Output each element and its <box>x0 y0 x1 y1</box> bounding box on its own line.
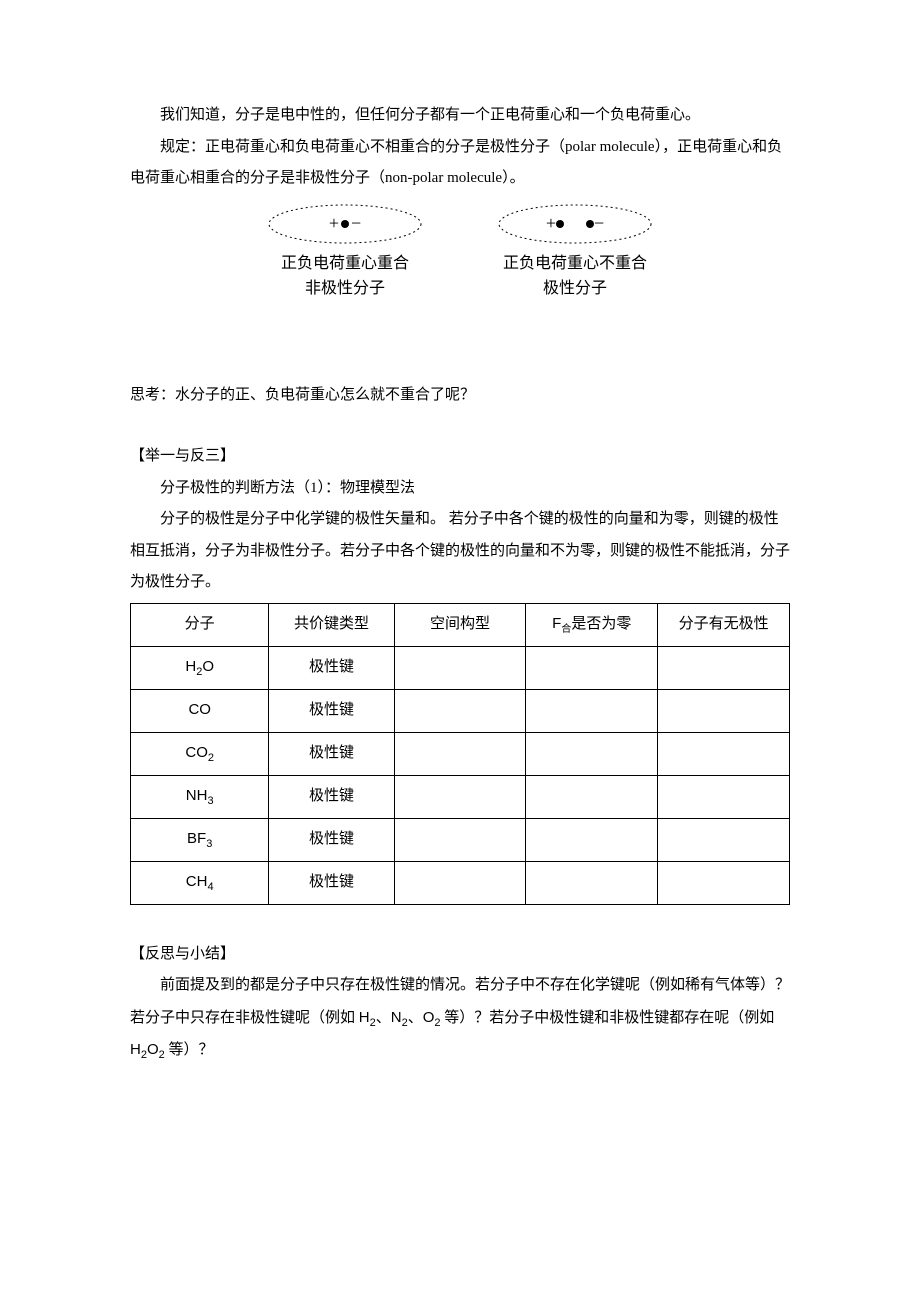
cell-bond-type: 极性键 <box>269 646 394 689</box>
section1-body: 分子的极性是分子中化学键的极性矢量和。 若分子中各个键的极性的向量和为零，则键的… <box>130 504 790 599</box>
cell-empty <box>394 861 526 904</box>
molecule-formula: NH3 <box>186 787 214 804</box>
sep: 、 <box>376 1010 391 1026</box>
cell-bond-type: 极性键 <box>269 861 394 904</box>
thinking-question: 思考：水分子的正、负电荷重心怎么就不重合了呢？ <box>130 380 790 412</box>
cell-bond-type: 极性键 <box>269 689 394 732</box>
table-row: CO2 极性键 <box>131 732 790 775</box>
table-row: CO 极性键 <box>131 689 790 732</box>
th-geometry: 空间构型 <box>394 603 526 646</box>
polar-charges: + − <box>495 201 655 247</box>
th-molecule: 分子 <box>131 603 269 646</box>
table-row: CH4 极性键 <box>131 861 790 904</box>
cell-empty <box>658 689 790 732</box>
cell-empty <box>526 646 658 689</box>
plus-sign: + <box>329 205 339 243</box>
cell-empty <box>394 646 526 689</box>
cell-empty <box>526 732 658 775</box>
molecule-formula: H2O <box>185 658 214 675</box>
th-f-sub: 合 <box>561 624 571 635</box>
molecule-formula: BF3 <box>187 830 212 847</box>
cell-molecule: NH3 <box>131 775 269 818</box>
cell-empty <box>658 861 790 904</box>
polar-diagram: + − 正负电荷重心不重合 极性分子 <box>495 201 655 302</box>
charge-dot-icon <box>586 220 594 228</box>
formula-h2o2: H2O2 <box>130 1041 165 1058</box>
minus-sign: − <box>594 213 604 233</box>
polar-label-line1: 正负电荷重心不重合 <box>503 251 647 277</box>
section-heading-1: 【举一与反三】 <box>130 441 790 473</box>
spacer <box>130 310 790 380</box>
cell-empty <box>394 775 526 818</box>
table-row: BF3 极性键 <box>131 818 790 861</box>
table-row: NH3 极性键 <box>131 775 790 818</box>
polarity-table: 分子 共价键类型 空间构型 F合是否为零 分子有无极性 H2O极性键CO极性键C… <box>130 603 790 905</box>
section1-subtitle: 分子极性的判断方法（1）：物理模型法 <box>130 473 790 505</box>
intro-paragraph-2: 规定：正电荷重心和负电荷重心不相重合的分子是极性分子（polar molecul… <box>130 132 790 195</box>
table-body: H2O 极性键 CO 极性键 CO2 极性键 NH3 极性键 BF3 极性键 CH4 极性键 <box>131 646 790 904</box>
section-heading-2: 【反思与小结】 <box>130 939 790 971</box>
cell-empty <box>526 818 658 861</box>
nonpolar-label: 正负电荷重心重合 非极性分子 <box>281 251 409 302</box>
th-f-sum: F合是否为零 <box>526 603 658 646</box>
section2-body: 前面提及到的都是分子中只存在极性键的情况。若分子中不存在化学键呢（例如稀有气体等… <box>130 970 790 1067</box>
nonpolar-diagram: + − 正负电荷重心重合 非极性分子 <box>265 201 425 302</box>
intro-p2-suffix: ）。 <box>502 170 525 186</box>
intro-p2-prefix: 规定：正电荷重心和负电荷重心不相重合的分子是极性分子（ <box>160 139 565 155</box>
s2-text-b: 等）？若分子中极性键和非极性键都存在呢（例如 <box>441 1010 775 1026</box>
cell-empty <box>658 818 790 861</box>
nonpolar-term: non-polar molecule <box>385 170 502 186</box>
cell-molecule: CH4 <box>131 861 269 904</box>
nonpolar-ellipse: + − <box>265 201 425 247</box>
cell-empty <box>394 732 526 775</box>
polar-term: polar molecule <box>565 139 655 155</box>
minus-sign: − <box>351 205 361 243</box>
cell-empty <box>394 689 526 732</box>
polar-ellipse: + − <box>495 201 655 247</box>
th-f-tail: 是否为零 <box>571 616 631 632</box>
molecule-formula: CO <box>188 701 211 718</box>
th-bond-type: 共价键类型 <box>269 603 394 646</box>
document-page: 我们知道，分子是电中性的，但任何分子都有一个正电荷重心和一个负电荷重心。 规定：… <box>0 0 920 1167</box>
cell-molecule: CO <box>131 689 269 732</box>
s2-text-c: 等）？ <box>165 1042 214 1058</box>
cell-empty <box>526 775 658 818</box>
spacer <box>130 411 790 441</box>
formula-o2: O2 <box>423 1009 441 1026</box>
cell-molecule: CO2 <box>131 732 269 775</box>
cell-bond-type: 极性键 <box>269 775 394 818</box>
table-header-row: 分子 共价键类型 空间构型 F合是否为零 分子有无极性 <box>131 603 790 646</box>
molecule-formula: CO2 <box>185 744 214 761</box>
plus-sign: + <box>546 213 556 233</box>
spacer <box>130 909 790 939</box>
cell-empty <box>658 646 790 689</box>
cell-bond-type: 极性键 <box>269 732 394 775</box>
nonpolar-charges: + − <box>265 201 425 247</box>
polar-label-line2: 极性分子 <box>503 276 647 302</box>
table-row: H2O 极性键 <box>131 646 790 689</box>
cell-empty <box>526 861 658 904</box>
nonpolar-label-line1: 正负电荷重心重合 <box>281 251 409 277</box>
charge-dot-icon <box>556 220 564 228</box>
cell-molecule: BF3 <box>131 818 269 861</box>
polar-label: 正负电荷重心不重合 极性分子 <box>503 251 647 302</box>
th-f-letter: F <box>552 615 561 632</box>
intro-paragraph-1: 我们知道，分子是电中性的，但任何分子都有一个正电荷重心和一个负电荷重心。 <box>130 100 790 132</box>
polarity-diagram: + − 正负电荷重心重合 非极性分子 + <box>130 201 790 302</box>
cell-molecule: H2O <box>131 646 269 689</box>
cell-empty <box>394 818 526 861</box>
formula-h2: H2 <box>359 1009 376 1026</box>
polar-right-group: − <box>586 205 604 243</box>
molecule-formula: CH4 <box>186 873 214 890</box>
nonpolar-label-line2: 非极性分子 <box>281 276 409 302</box>
polar-left-group: + <box>546 205 564 243</box>
th-polarity: 分子有无极性 <box>658 603 790 646</box>
cell-empty <box>658 775 790 818</box>
sep: 、 <box>408 1010 423 1026</box>
cell-bond-type: 极性键 <box>269 818 394 861</box>
cell-empty <box>658 732 790 775</box>
formula-n2: N2 <box>391 1009 408 1026</box>
cell-empty <box>526 689 658 732</box>
charge-dot-icon <box>341 220 349 228</box>
